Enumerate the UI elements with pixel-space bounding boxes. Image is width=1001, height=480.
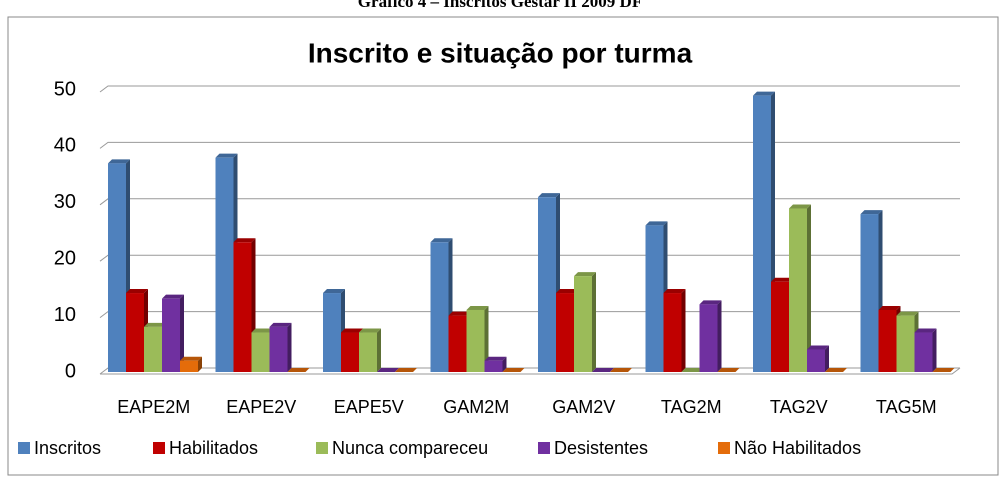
bar [807,345,829,372]
x-tick-label: TAG2M [661,397,722,417]
bar [484,356,507,372]
bar [466,305,489,372]
x-tick-label: EAPE2M [117,397,190,417]
bar [287,368,310,372]
caption: Gráfico 4 – Inscritos Gestar II 2009 DF [358,0,642,11]
bar [825,368,847,372]
bar [932,368,955,372]
x-tick-label: EAPE2V [226,397,296,417]
bar [699,300,722,372]
bar [610,368,632,372]
bar [717,368,740,372]
bar [395,368,417,372]
bar [180,356,202,372]
legend-label: Nunca compareceu [332,438,488,458]
legend-swatch [18,442,30,454]
bar [502,368,525,372]
bar [359,328,381,372]
legend-label: Desistentes [554,438,648,458]
y-tick-label: 0 [65,360,76,382]
y-tick-label: 50 [54,78,76,100]
legend-label: Inscritos [34,438,101,458]
y-tick-label: 10 [54,304,76,326]
grid-line [99,85,960,93]
x-tick-label: GAM2M [443,397,509,417]
bar [377,368,399,372]
y-tick-label: 40 [54,135,76,157]
bar [789,204,811,372]
chart-frame [7,16,999,476]
x-tick-label: TAG5M [876,397,937,417]
legend-swatch [718,442,730,454]
y-tick-label: 20 [54,247,76,269]
axis-floor [100,367,961,375]
bar [574,272,596,372]
grid-line [99,141,960,149]
legend-swatch [153,442,165,454]
legend-label: Não Habilitados [734,438,861,458]
y-tick-label: 30 [54,191,76,213]
bar [663,289,686,372]
bar [914,328,937,372]
x-tick-label: EAPE5V [334,397,404,417]
bar [162,294,184,372]
legend-swatch [538,442,550,454]
bar [681,368,704,372]
bar [592,368,614,372]
x-tick-label: TAG2V [770,397,828,417]
x-tick-label: GAM2V [552,397,615,417]
chart-title: Inscrito e situação por turma [308,37,693,68]
legend-label: Habilitados [169,438,258,458]
bar [269,322,292,372]
legend-swatch [316,442,328,454]
